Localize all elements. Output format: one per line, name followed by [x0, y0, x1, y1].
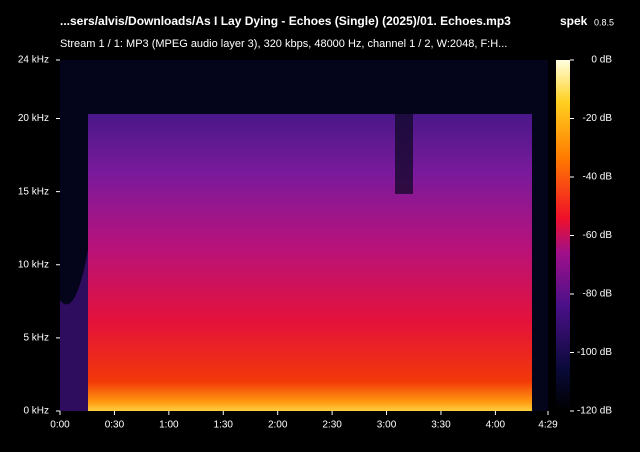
x-tick-label: 3:30 — [431, 420, 451, 431]
y-tick-label: 5 kHz — [23, 333, 49, 344]
app-version: 0.8.5 — [594, 17, 614, 27]
x-tick-label: 2:00 — [268, 420, 288, 431]
colorbar-tick-label: 0 dB — [591, 55, 612, 66]
stream-info: Stream 1 / 1: MP3 (MPEG audio layer 3), … — [60, 38, 507, 50]
colorbar-tick-label: -40 dB — [583, 172, 613, 183]
y-tick-label: 15 kHz — [18, 186, 49, 197]
file-title: ...sers/alvis/Downloads/As I Lay Dying -… — [60, 14, 511, 28]
app-name: spek — [560, 14, 588, 28]
y-tick-label: 20 kHz — [18, 113, 49, 124]
x-tick-label: 2:30 — [322, 420, 342, 431]
y-tick-label: 24 kHz — [18, 55, 49, 66]
x-tick-label: 1:00 — [159, 420, 179, 431]
x-tick-label: 0:00 — [50, 420, 70, 431]
colorbar-tick-label: -120 dB — [577, 406, 612, 417]
x-tick-label: 0:30 — [105, 420, 125, 431]
x-tick-label: 4:29 — [538, 420, 558, 431]
spectrogram-intro — [60, 250, 88, 411]
spectrogram-dip — [395, 114, 413, 194]
colorbar-tick-label: -60 dB — [583, 230, 613, 241]
y-tick-label: 0 kHz — [23, 406, 49, 417]
colorbar-tick-label: -80 dB — [583, 289, 613, 300]
y-tick-label: 10 kHz — [18, 259, 49, 270]
colorbar-tick-label: -20 dB — [583, 113, 613, 124]
colorbar-tick-label: -100 dB — [577, 347, 612, 358]
colorbar — [556, 60, 570, 411]
spectrogram-image — [88, 114, 532, 411]
x-tick-label: 4:00 — [486, 420, 506, 431]
x-tick-label: 1:30 — [214, 420, 234, 431]
x-tick-label: 3:00 — [377, 420, 397, 431]
